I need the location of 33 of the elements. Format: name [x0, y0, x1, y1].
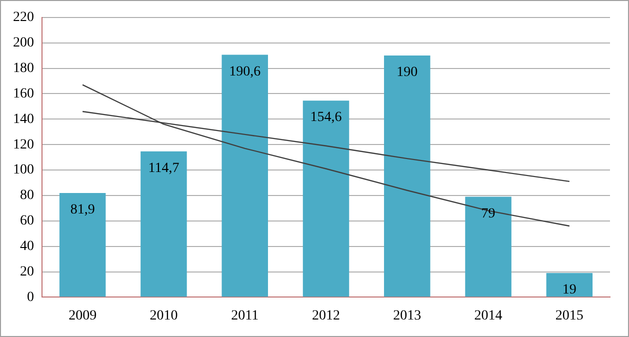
y-tick-label: 200 [13, 36, 34, 51]
bar [546, 273, 593, 297]
x-tick-label: 2014 [474, 308, 502, 324]
data-label: 79 [481, 206, 496, 222]
data-label: 81,9 [70, 202, 95, 218]
y-tick-label: 60 [20, 214, 34, 229]
bar [59, 193, 106, 297]
x-tick-label: 2012 [312, 308, 340, 324]
bar [140, 151, 187, 297]
y-tick-label: 140 [13, 112, 34, 127]
y-tick-label: 20 [20, 264, 34, 280]
data-label: 154,6 [310, 110, 342, 126]
data-label: 19 [562, 282, 576, 298]
y-tick-label: 100 [13, 162, 34, 178]
x-tick-label: 2013 [393, 308, 422, 324]
y-tick-label: 220 [13, 10, 34, 26]
bar [465, 196, 512, 297]
y-tick-label: 120 [13, 137, 34, 152]
x-tick-label: 2015 [555, 308, 584, 324]
x-tick-label: 2009 [68, 308, 97, 324]
data-label: 190 [396, 65, 418, 80]
bar [384, 56, 430, 297]
x-tick-label: 2011 [231, 308, 259, 324]
data-label: 190,6 [229, 64, 261, 80]
y-tick-label: 40 [20, 239, 34, 254]
bar [222, 54, 268, 297]
y-tick-label: 0 [27, 290, 34, 305]
y-tick-label: 180 [13, 60, 34, 76]
y-tick-label: 80 [20, 188, 34, 204]
data-label: 114,7 [148, 160, 180, 176]
bar [302, 100, 350, 297]
x-tick-label: 2010 [150, 308, 178, 324]
y-tick-label: 160 [13, 86, 34, 102]
